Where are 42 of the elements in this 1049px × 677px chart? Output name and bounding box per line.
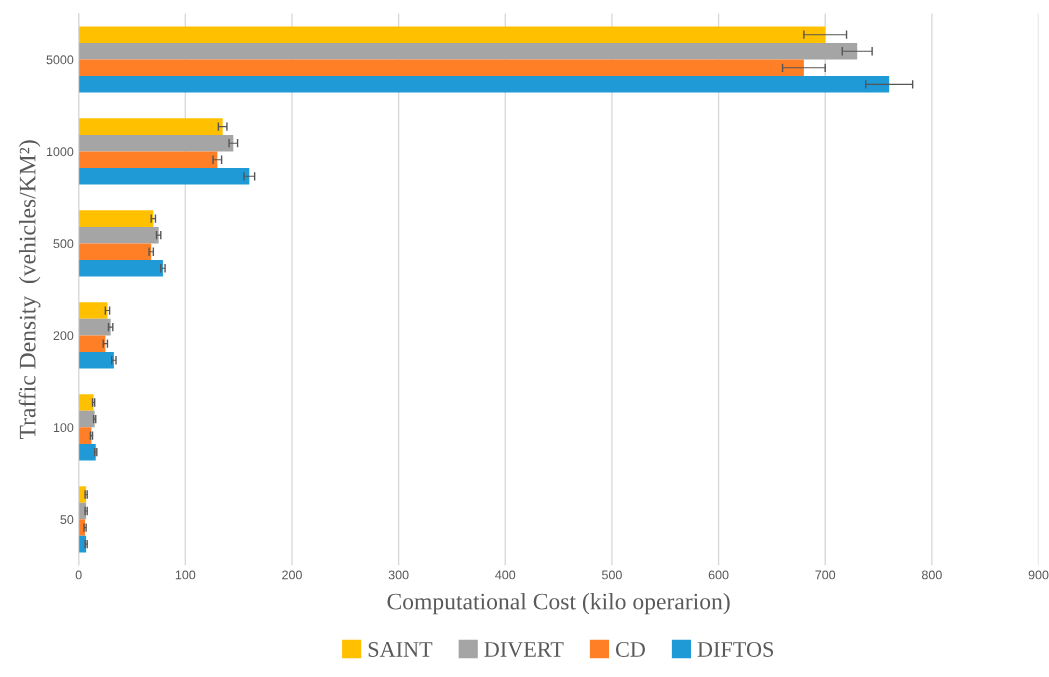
y-tick-label: 1000 — [46, 147, 74, 157]
x-tick-label: 900 — [1028, 570, 1049, 580]
bar — [78, 118, 223, 135]
bar — [78, 302, 108, 319]
bar — [78, 26, 826, 43]
x-tick-label: 100 — [175, 570, 196, 580]
bar — [78, 394, 94, 411]
y-tick-label: 100 — [53, 423, 74, 433]
x-tick-label: 200 — [282, 570, 302, 580]
bar — [78, 318, 111, 336]
x-tick-label: 600 — [708, 570, 729, 580]
x-tick-label: 400 — [495, 570, 516, 580]
legend-label: DIFTOS — [697, 641, 774, 657]
bar — [78, 351, 114, 369]
y-tick-label: 500 — [53, 239, 74, 249]
x-tick-label: 0 — [75, 570, 82, 580]
legend-label: CD — [615, 641, 645, 657]
bar — [78, 443, 96, 461]
bar — [78, 151, 218, 169]
x-tick-label: 300 — [388, 570, 409, 580]
bar — [78, 42, 858, 60]
legend-label: DIVERT — [484, 642, 564, 658]
x-tick-label: 800 — [921, 570, 942, 580]
bar — [78, 76, 890, 93]
x-tick-label: 700 — [815, 570, 836, 580]
bar — [78, 427, 92, 444]
bar — [78, 259, 163, 277]
legend-label: SAINT — [368, 641, 433, 657]
bar — [78, 410, 95, 428]
x-axis-title: Computational Cost (kilo operarion) — [387, 592, 730, 615]
x-tick-label: 500 — [601, 570, 622, 580]
bar — [78, 59, 804, 77]
y-tick-label: 50 — [60, 515, 74, 524]
bar — [78, 243, 152, 260]
y-axis-title: Traffic Density (vehicles/KM²) — [18, 140, 41, 440]
y-tick-label: 200 — [53, 331, 74, 341]
bar — [78, 335, 106, 352]
bar — [78, 134, 234, 152]
bar — [78, 226, 159, 244]
y-tick-label: 5000 — [46, 55, 74, 65]
bar — [78, 210, 154, 227]
bar — [78, 168, 250, 185]
